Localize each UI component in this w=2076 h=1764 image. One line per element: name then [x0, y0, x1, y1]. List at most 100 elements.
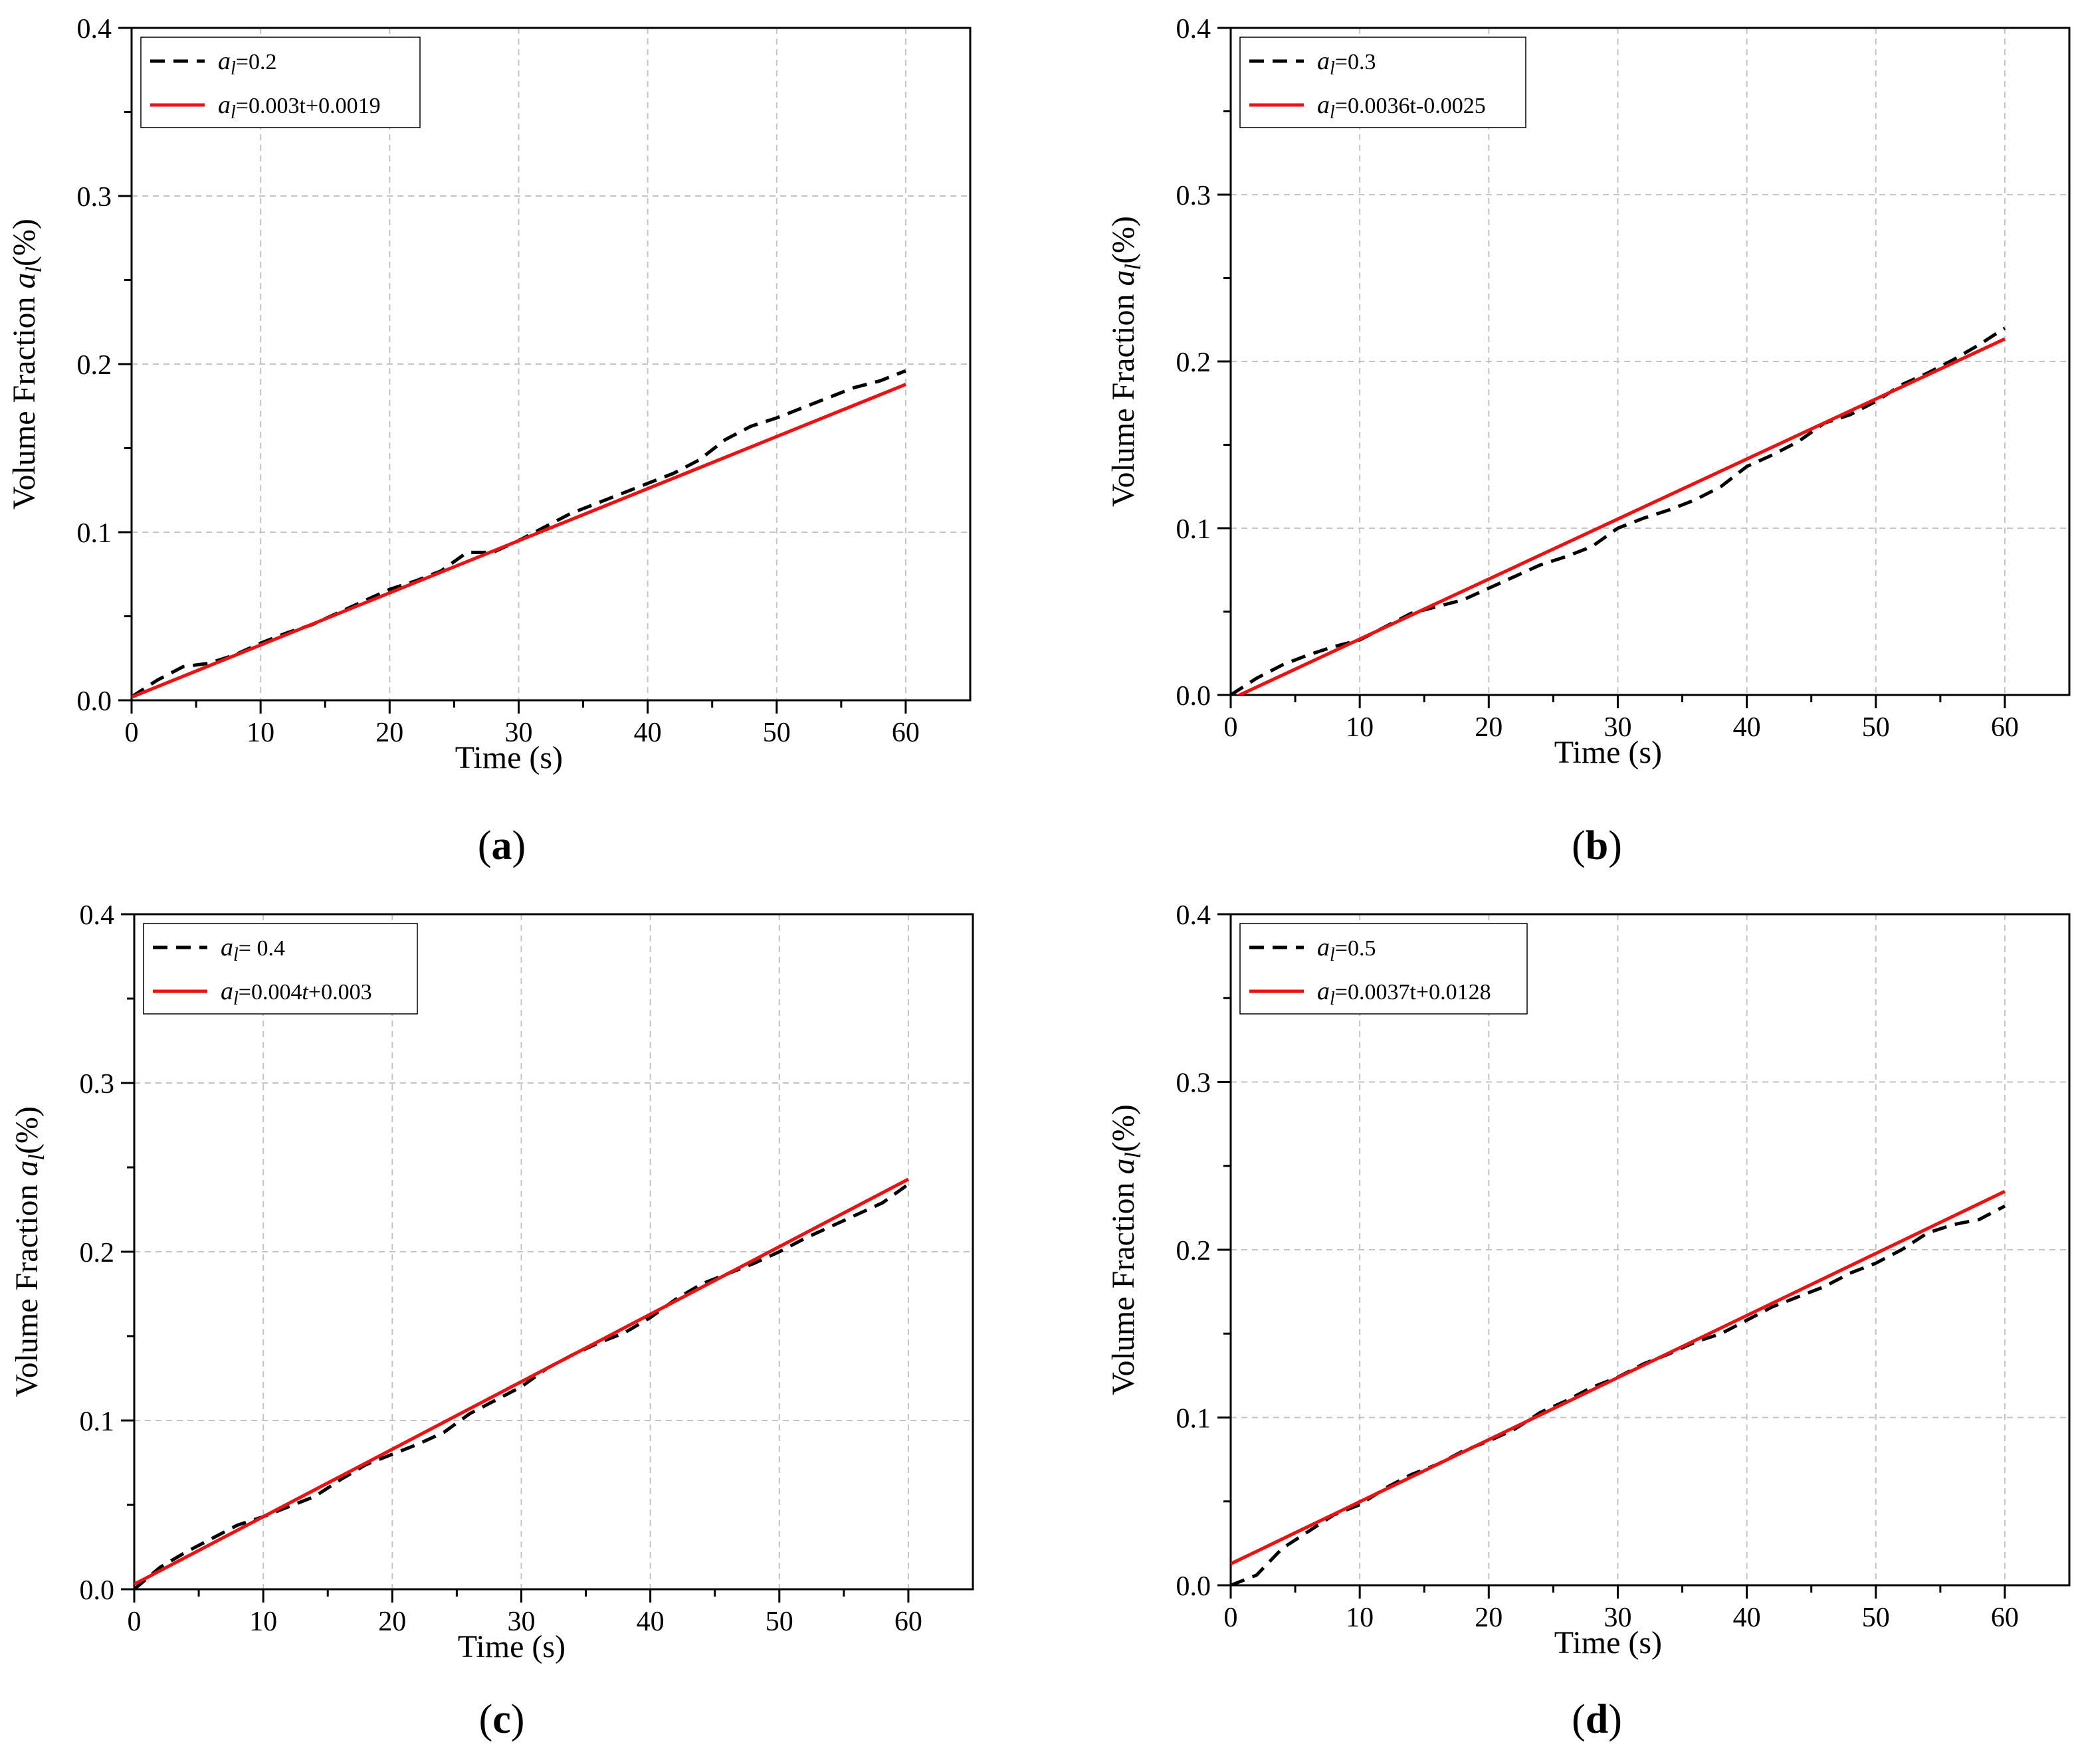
legend-symbol: a	[218, 47, 231, 75]
legend-symbol: a	[1317, 933, 1330, 961]
legend-label: al=0.3	[1317, 47, 1376, 79]
panel-caption: (b)	[1572, 823, 1622, 868]
y-tick-label: 0.1	[1176, 514, 1211, 545]
caption-paren: )	[1608, 823, 1622, 868]
legend-subscript: l	[1330, 989, 1335, 1009]
y-axis-title-subscript: l	[25, 1154, 49, 1160]
y-tick-label: 0.3	[80, 1069, 115, 1100]
x-tick-label: 20	[1475, 712, 1503, 743]
legend-label: al=0.003t+0.0019	[218, 91, 381, 123]
legend-label: al= 0.4	[221, 933, 285, 965]
y-axis-title: Volume Fraction al(%)	[9, 1106, 49, 1397]
y-tick-label: 0.4	[1176, 14, 1211, 45]
y-axis-title-unit: (%)	[1106, 1104, 1141, 1152]
caption-paren: )	[511, 1697, 525, 1742]
x-tick-label: 60	[1991, 1603, 2019, 1633]
legend-box	[1239, 923, 1528, 1015]
y-axis-title-text: Volume Fraction	[1106, 1174, 1141, 1395]
x-tick-label: 40	[1733, 712, 1761, 743]
legend-expression: =0.004	[239, 980, 302, 1005]
caption-paren: (	[1572, 1697, 1586, 1742]
legend-expression: =0.0037t+0.0128	[1335, 980, 1491, 1005]
y-tick-label: 0.2	[77, 350, 112, 381]
y-tick-label: 0.0	[77, 686, 112, 717]
legend-expression: =0.3	[1335, 50, 1376, 74]
legend-subscript: l	[233, 945, 239, 965]
x-tick-label: 60	[894, 1607, 922, 1637]
x-tick-label: 30	[1604, 1603, 1631, 1633]
legend-box	[140, 37, 421, 128]
legend-symbol: a	[1317, 47, 1330, 75]
x-tick-label: 0	[1224, 1603, 1238, 1633]
y-tick-label: 0.2	[1176, 1236, 1211, 1266]
chart-panel-b: 0 10 20 30 40 50 60 0.0 0.1 0.2 0.3 0.4 Time (s) Volu…	[1106, 14, 2071, 868]
x-axis-title: Time (s)	[455, 740, 563, 775]
y-axis-title-subscript: l	[22, 266, 47, 272]
legend-symbol: a	[1317, 91, 1330, 119]
legend-subscript: l	[233, 989, 239, 1009]
caption-letter: b	[1586, 823, 1608, 868]
legend-label: al=0.0037t+0.0128	[1317, 977, 1491, 1009]
legend-symbol: a	[218, 91, 231, 119]
x-axis-title: Time (s)	[1554, 735, 1662, 770]
legend-expression: =0.5	[1335, 936, 1376, 961]
legend-expression: =0.2	[236, 50, 277, 74]
caption-letter: c	[492, 1697, 511, 1742]
y-axis-title-unit: (%)	[1106, 216, 1141, 264]
y-tick-label: 0.3	[1176, 1068, 1211, 1099]
legend-expression: +0.003	[308, 980, 372, 1005]
fit-line	[134, 1177, 910, 1586]
fit-line	[1235, 337, 2006, 695]
y-tick-label: 0.1	[80, 1407, 115, 1437]
legend-expression: =0.0036t-0.0025	[1335, 94, 1486, 118]
series-group	[132, 369, 906, 699]
x-tick-label: 0	[128, 1607, 142, 1637]
y-tick-label: 0.0	[1176, 1571, 1211, 1602]
caption-paren: (	[479, 1697, 493, 1742]
x-tick-label: 20	[378, 1607, 406, 1637]
legend-expression: =0.003t+0.0019	[236, 94, 381, 118]
y-tick-label: 0.4	[80, 900, 115, 931]
legend-subscript: l	[231, 58, 236, 79]
y-tick-label: 0.3	[1176, 181, 1211, 211]
x-tick-label: 40	[1733, 1603, 1761, 1633]
y-axis-title-unit: (%)	[7, 219, 42, 266]
panel-caption: (d)	[1572, 1697, 1622, 1742]
series-group	[134, 1177, 910, 1589]
caption-paren: (	[1572, 823, 1586, 868]
x-tick-label: 10	[1346, 1603, 1374, 1633]
caption-paren: )	[1608, 1697, 1622, 1742]
x-tick-label: 60	[892, 718, 920, 748]
y-axis-title-text: Volume Fraction	[1106, 286, 1141, 506]
x-tick-label: 50	[766, 1607, 793, 1637]
x-tick-label: 60	[1991, 712, 2019, 743]
x-tick-label: 20	[1475, 1603, 1503, 1633]
legend-label: al=0.004t+0.003	[221, 977, 372, 1009]
legend-subscript: l	[231, 102, 236, 123]
y-axis-title-symbol: a	[1106, 1158, 1141, 1174]
y-axis-title: Volume Fraction al(%)	[1106, 216, 1146, 507]
x-tick-label: 10	[249, 1607, 277, 1637]
chart-panel-a: 0 10 20 30 40 50 60 0.0 0.1 0.2 0.3 0.4 Time (s) Volu…	[7, 14, 972, 868]
legend-label: al=0.2	[218, 47, 276, 79]
x-tick-label: 30	[1604, 712, 1631, 743]
panel-caption: (a)	[478, 823, 526, 868]
y-axis-title-text: Volume Fraction	[7, 288, 42, 509]
y-axis-title: Volume Fraction al(%)	[1106, 1104, 1146, 1395]
y-axis-title-subscript: l	[1121, 264, 1146, 270]
legend-expression-var: t	[302, 980, 309, 1005]
y-tick-label: 0.0	[1176, 681, 1211, 712]
y-axis-title-symbol: a	[1106, 270, 1141, 286]
chart-panel-d: 0 10 20 30 40 50 60 0.0 0.1 0.2 0.3 0.4 Time (s) Volu…	[1106, 900, 2071, 1742]
legend-symbol: a	[1317, 977, 1330, 1005]
fit-line	[1231, 1189, 2006, 1565]
x-tick-label: 0	[1224, 712, 1238, 743]
legend-box	[1239, 37, 1526, 128]
caption-paren: )	[512, 823, 526, 868]
legend-subscript: l	[1330, 945, 1335, 965]
y-axis-title-symbol: a	[9, 1160, 45, 1176]
y-tick-label: 0.2	[1176, 347, 1211, 378]
caption-letter: d	[1586, 1697, 1608, 1742]
y-tick-label: 0.1	[1176, 1404, 1211, 1434]
x-tick-label: 40	[637, 1607, 665, 1637]
